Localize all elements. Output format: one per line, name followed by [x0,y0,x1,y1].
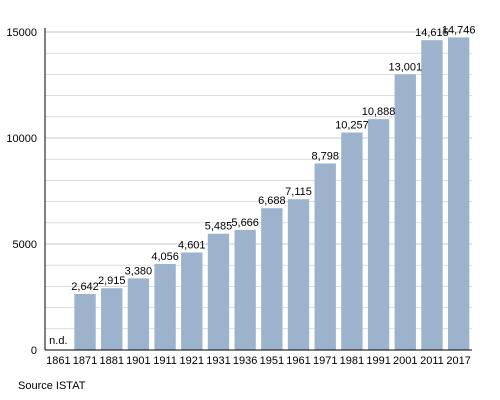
data-label: 14,615 [415,27,449,39]
bar-2011 [421,40,443,351]
y-tick-label: 0 [31,345,37,357]
bar-1971 [314,163,336,350]
y-tick-label: 10000 [6,133,37,145]
data-label: 6,688 [258,195,286,207]
bar-1951 [261,208,283,350]
x-tick-label: 1911 [153,355,177,367]
y-tick-label: 5000 [13,239,37,251]
bar-1881 [101,288,123,350]
data-label: n.d. [49,335,67,347]
bar-1921 [181,252,203,350]
data-label: 7,115 [285,186,312,198]
x-tick-label: 1936 [233,355,257,367]
x-tick-label: 1971 [313,355,337,367]
x-tick-label: 1951 [260,355,284,367]
x-tick-label: 1861 [46,355,70,367]
data-label: 13,001 [388,61,422,73]
x-tick-label: 2017 [446,355,470,367]
x-tick-label: 1931 [206,355,230,367]
bar-1931 [207,233,230,350]
data-label: 10,257 [335,120,369,132]
y-tick-label: 15000 [6,27,37,39]
x-tick-label: 1921 [180,355,204,367]
data-label: 5,485 [205,221,233,233]
data-label: 4,056 [151,251,179,263]
bars [74,37,470,351]
bar-1911 [154,264,176,350]
x-tick-label: 1981 [340,355,364,367]
x-tick-label: 2011 [420,355,444,367]
bar-1981 [341,132,363,350]
bar-1901 [127,278,150,350]
bar-2017 [447,37,470,351]
x-tick-label: 1901 [126,355,150,367]
data-label: 14,746 [442,24,476,36]
bar-2001 [394,74,416,351]
data-label: 5,666 [231,217,259,229]
x-tick-label: 1961 [286,355,310,367]
x-tick-label: 1881 [99,355,123,367]
data-label: 10,888 [362,106,396,118]
source-note: Source ISTAT [18,380,86,392]
bar-1871 [74,293,96,350]
bar-1961 [287,199,310,350]
data-label: 8,798 [311,150,339,162]
x-tick-label: 2001 [393,355,417,367]
x-tick-label: 1991 [366,355,390,367]
x-tick-label: 1871 [73,355,97,367]
bar-1936 [234,229,256,350]
bar-1991 [367,119,390,350]
data-label: 2,642 [71,281,99,293]
data-label: 2,915 [98,275,126,287]
data-label: 3,380 [125,265,153,277]
data-label: 4,601 [178,239,206,251]
